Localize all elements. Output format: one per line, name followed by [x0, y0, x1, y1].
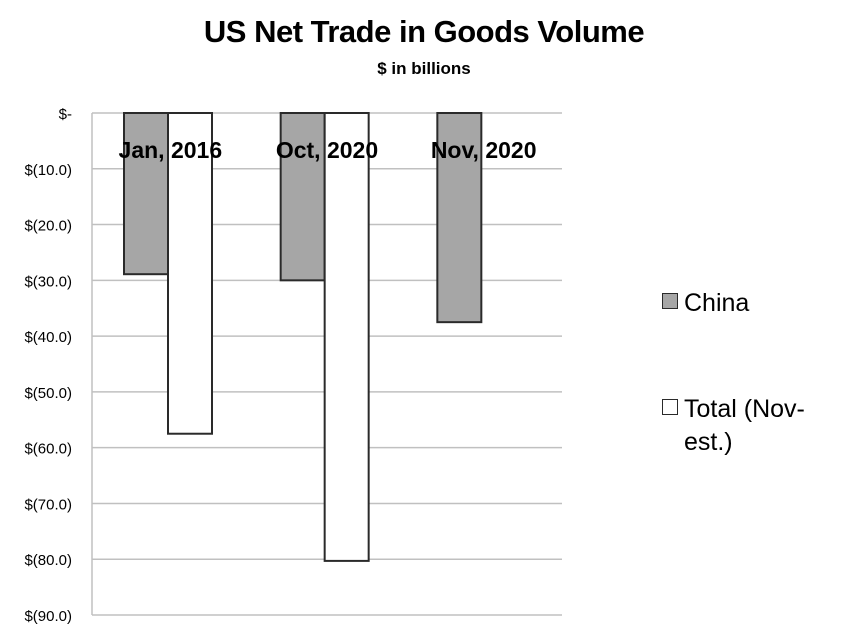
legend-label-total: Total (Nov-est.) [684, 395, 805, 456]
y-axis-tick-labels: $- $(10.0) $(20.0) $(30.0) $(40.0) $(50.0) $(6… [24, 106, 72, 625]
category-label: Jan, 2016 [119, 137, 223, 163]
bar-china [123, 112, 169, 276]
category-label: Oct, 2020 [276, 137, 378, 163]
y-tick-label: $(80.0) [24, 552, 72, 569]
legend-swatch-total [662, 399, 678, 415]
chart-subtitle: $ in billions [377, 59, 471, 78]
y-tick-label: $(40.0) [24, 329, 72, 346]
y-tick-label: $(50.0) [24, 385, 72, 402]
bar-china [436, 112, 483, 324]
bar-total [323, 112, 370, 562]
legend-item-total: Total (Nov-est.) [662, 393, 834, 459]
legend-item-china: China [662, 287, 834, 320]
y-tick-label: $(10.0) [24, 162, 72, 179]
bar-total [167, 112, 213, 435]
bars [123, 112, 483, 562]
y-tick-label: $- [59, 106, 72, 123]
y-tick-label: $(90.0) [24, 608, 72, 625]
legend-label-china: China [684, 289, 750, 317]
chart-title: US Net Trade in Goods Volume [203, 14, 645, 49]
y-tick-label: $(30.0) [24, 273, 72, 290]
legend-swatch-china [662, 293, 678, 309]
category-labels: Jan, 2016 Oct, 2020 Nov, 2020 [119, 137, 537, 163]
y-tick-label: $(20.0) [24, 218, 72, 235]
y-tick-label: $(70.0) [24, 496, 72, 513]
y-tick-label: $(60.0) [24, 441, 72, 458]
bar-china [279, 112, 326, 282]
category-label: Nov, 2020 [431, 137, 537, 163]
